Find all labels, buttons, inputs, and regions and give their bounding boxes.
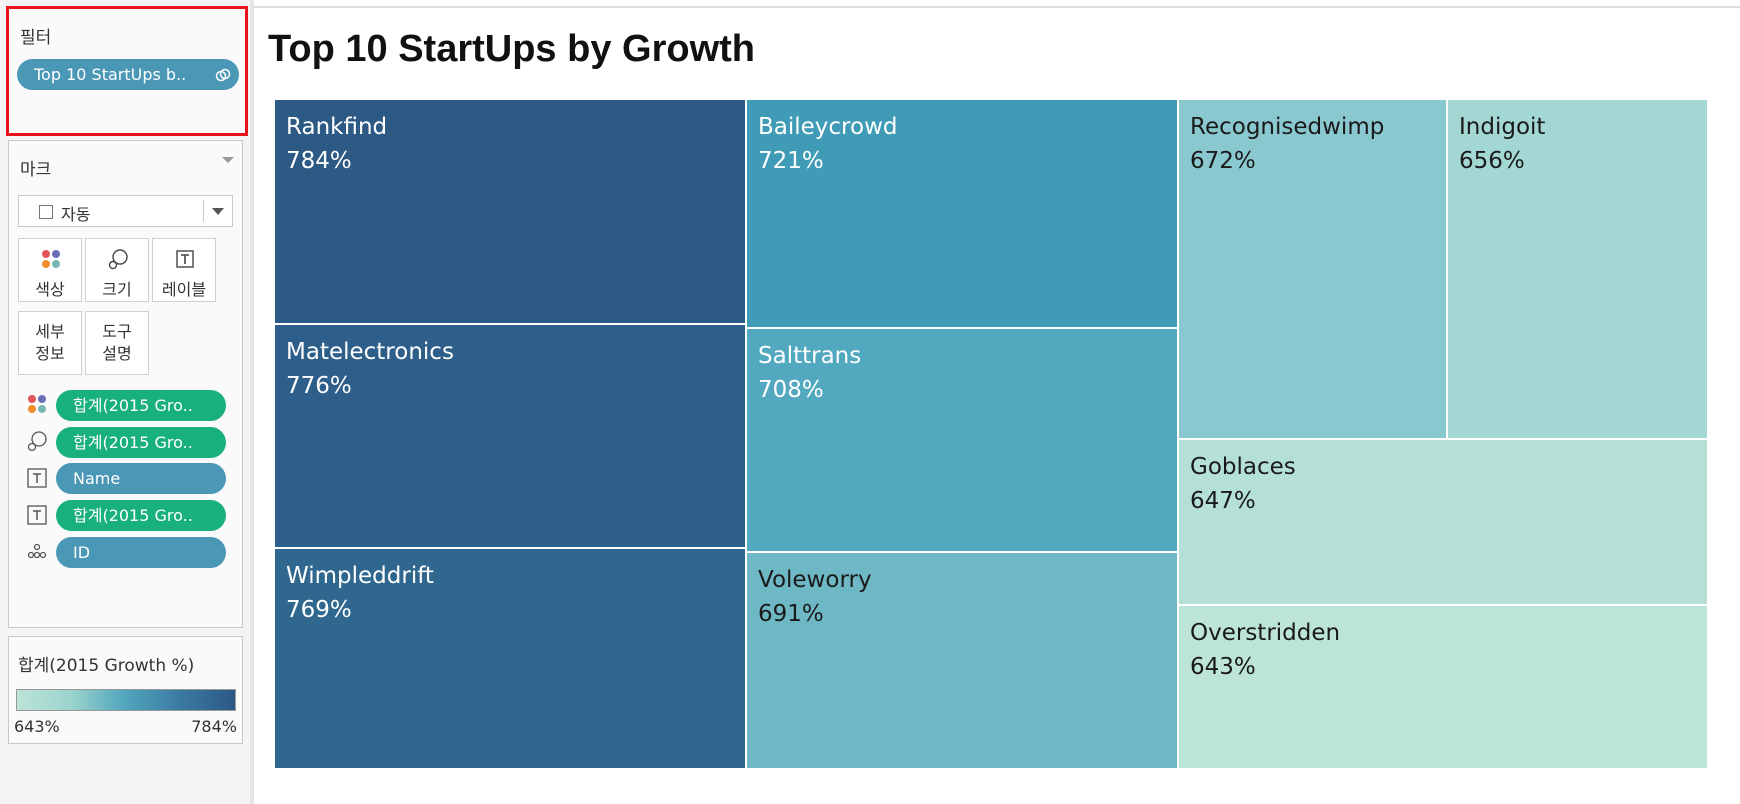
treemap: Rankfind 784% Matelectronics 776% Wimpleddri… (275, 100, 1709, 770)
size-button-label: 크기 (102, 280, 132, 299)
tooltip-button-text: 도구 설명 (86, 321, 148, 365)
color-icon (28, 395, 46, 413)
treemap-tile-matelectronics[interactable]: Matelectronics 776% (275, 325, 747, 549)
detail-button-label-line2: 정보 (35, 344, 65, 363)
tile-name-label: Wimpleddrift (286, 563, 434, 589)
treemap-tile-baileycrowd[interactable]: Baileycrowd 721% (747, 100, 1179, 329)
tile-value-label: 784% (286, 148, 352, 174)
tile-value-label: 672% (1190, 148, 1256, 174)
color-icon (42, 250, 60, 268)
marks-card-menu-icon[interactable] (222, 157, 234, 163)
mark-type-square-icon (39, 205, 53, 219)
filter-pill[interactable]: Top 10 StartUps b.. (17, 59, 239, 90)
filter-pill-label: Top 10 StartUps b.. (34, 65, 187, 84)
detail-button[interactable]: 세부 정보 (18, 311, 82, 375)
tile-value-label: 656% (1459, 148, 1525, 174)
detail-button-label-line1: 세부 (35, 322, 65, 341)
tile-name-label: Voleworry (758, 567, 872, 593)
shelf-pill-id[interactable]: ID (56, 537, 226, 568)
treemap-tile-wimpleddrift[interactable]: Wimpleddrift 769% (275, 549, 747, 770)
pane-divider[interactable] (250, 0, 254, 804)
tile-value-label: 708% (758, 377, 824, 403)
tile-name-label: Overstridden (1190, 620, 1341, 646)
tooltip-button[interactable]: 도구 설명 (85, 311, 149, 375)
filters-card-title: 필터 (20, 28, 52, 48)
marks-card: 마크 자동 색상 크기 레이블 (8, 140, 243, 628)
shelf-pill-color[interactable]: 합계(2015 Gro.. (56, 390, 226, 421)
linked-icon (215, 68, 231, 82)
tile-name-label: Matelectronics (286, 339, 454, 365)
tile-value-label: 647% (1190, 488, 1256, 514)
treemap-tile-goblaces[interactable]: Goblaces 647% (1179, 440, 1709, 606)
color-button-label: 색상 (35, 280, 65, 299)
tile-name-label: Indigoit (1459, 114, 1546, 140)
treemap-tile-overstridden[interactable]: Overstridden 643% (1179, 606, 1709, 770)
shelf-pill-label-sum[interactable]: 합계(2015 Gro.. (56, 500, 226, 531)
tile-name-label: Goblaces (1190, 454, 1296, 480)
detail-icon (27, 543, 47, 559)
shelf-pill-label: ID (73, 543, 91, 562)
tile-value-label: 721% (758, 148, 824, 174)
tile-name-label: Baileycrowd (758, 114, 898, 140)
label-button-label: 레이블 (161, 280, 207, 299)
treemap-tile-recognisedwimp[interactable]: Recognisedwimp 672% (1179, 100, 1448, 440)
legend-min-label: 643% (14, 717, 60, 736)
color-button[interactable]: 색상 (18, 238, 82, 302)
left-pane: 필터 Top 10 StartUps b.. 마크 자동 색상 (0, 0, 250, 804)
legend-max-label: 784% (191, 717, 237, 736)
chevron-down-icon (212, 208, 224, 215)
treemap-tile-indigoit[interactable]: Indigoit 656% (1448, 100, 1709, 440)
shelf-pill-label: 합계(2015 Gro.. (73, 433, 193, 452)
treemap-tile-rankfind[interactable]: Rankfind 784% (275, 100, 747, 325)
shelf-pill-label: Name (73, 469, 121, 488)
toolbar-divider (254, 6, 1740, 8)
mark-type-dropdown[interactable]: 자동 (18, 195, 233, 227)
mark-type-divider (203, 200, 204, 222)
treemap-tile-salttrans[interactable]: Salttrans 708% (747, 329, 1179, 553)
tile-name-label: Salttrans (758, 343, 862, 369)
filters-card: 필터 Top 10 StartUps b.. (6, 6, 248, 136)
shelf-pill-size[interactable]: 합계(2015 Gro.. (56, 427, 226, 458)
tile-value-label: 691% (758, 601, 824, 627)
treemap-tile-voleworry[interactable]: Voleworry 691% (747, 553, 1179, 770)
marks-card-title: 마크 (20, 160, 52, 180)
size-button[interactable]: 크기 (85, 238, 149, 302)
legend-gradient-bar (16, 689, 236, 711)
tile-name-label: Recognisedwimp (1190, 114, 1385, 140)
tile-value-label: 643% (1190, 654, 1256, 680)
mark-type-label: 자동 (61, 205, 91, 224)
text-icon (176, 250, 194, 268)
shelf-pill-label: 합계(2015 Gro.. (73, 506, 193, 525)
color-legend-card: 합계(2015 Growth %) 643% 784% (8, 636, 243, 744)
tile-value-label: 776% (286, 373, 352, 399)
size-icon (27, 431, 47, 452)
text-icon (27, 505, 47, 525)
label-button[interactable]: 레이블 (152, 238, 216, 302)
legend-title: 합계(2015 Growth %) (18, 656, 195, 676)
viz-title: Top 10 StartUps by Growth (268, 28, 756, 70)
text-icon (27, 468, 47, 488)
shelf-pill-label: 합계(2015 Gro.. (73, 396, 193, 415)
tooltip-button-label-line1: 도구 (102, 322, 132, 341)
detail-button-text: 세부 정보 (19, 321, 81, 365)
shelf-pill-name[interactable]: Name (56, 463, 226, 494)
tile-value-label: 769% (286, 597, 352, 623)
size-icon (108, 249, 128, 270)
tile-name-label: Rankfind (286, 114, 388, 140)
tooltip-button-label-line2: 설명 (102, 344, 132, 363)
